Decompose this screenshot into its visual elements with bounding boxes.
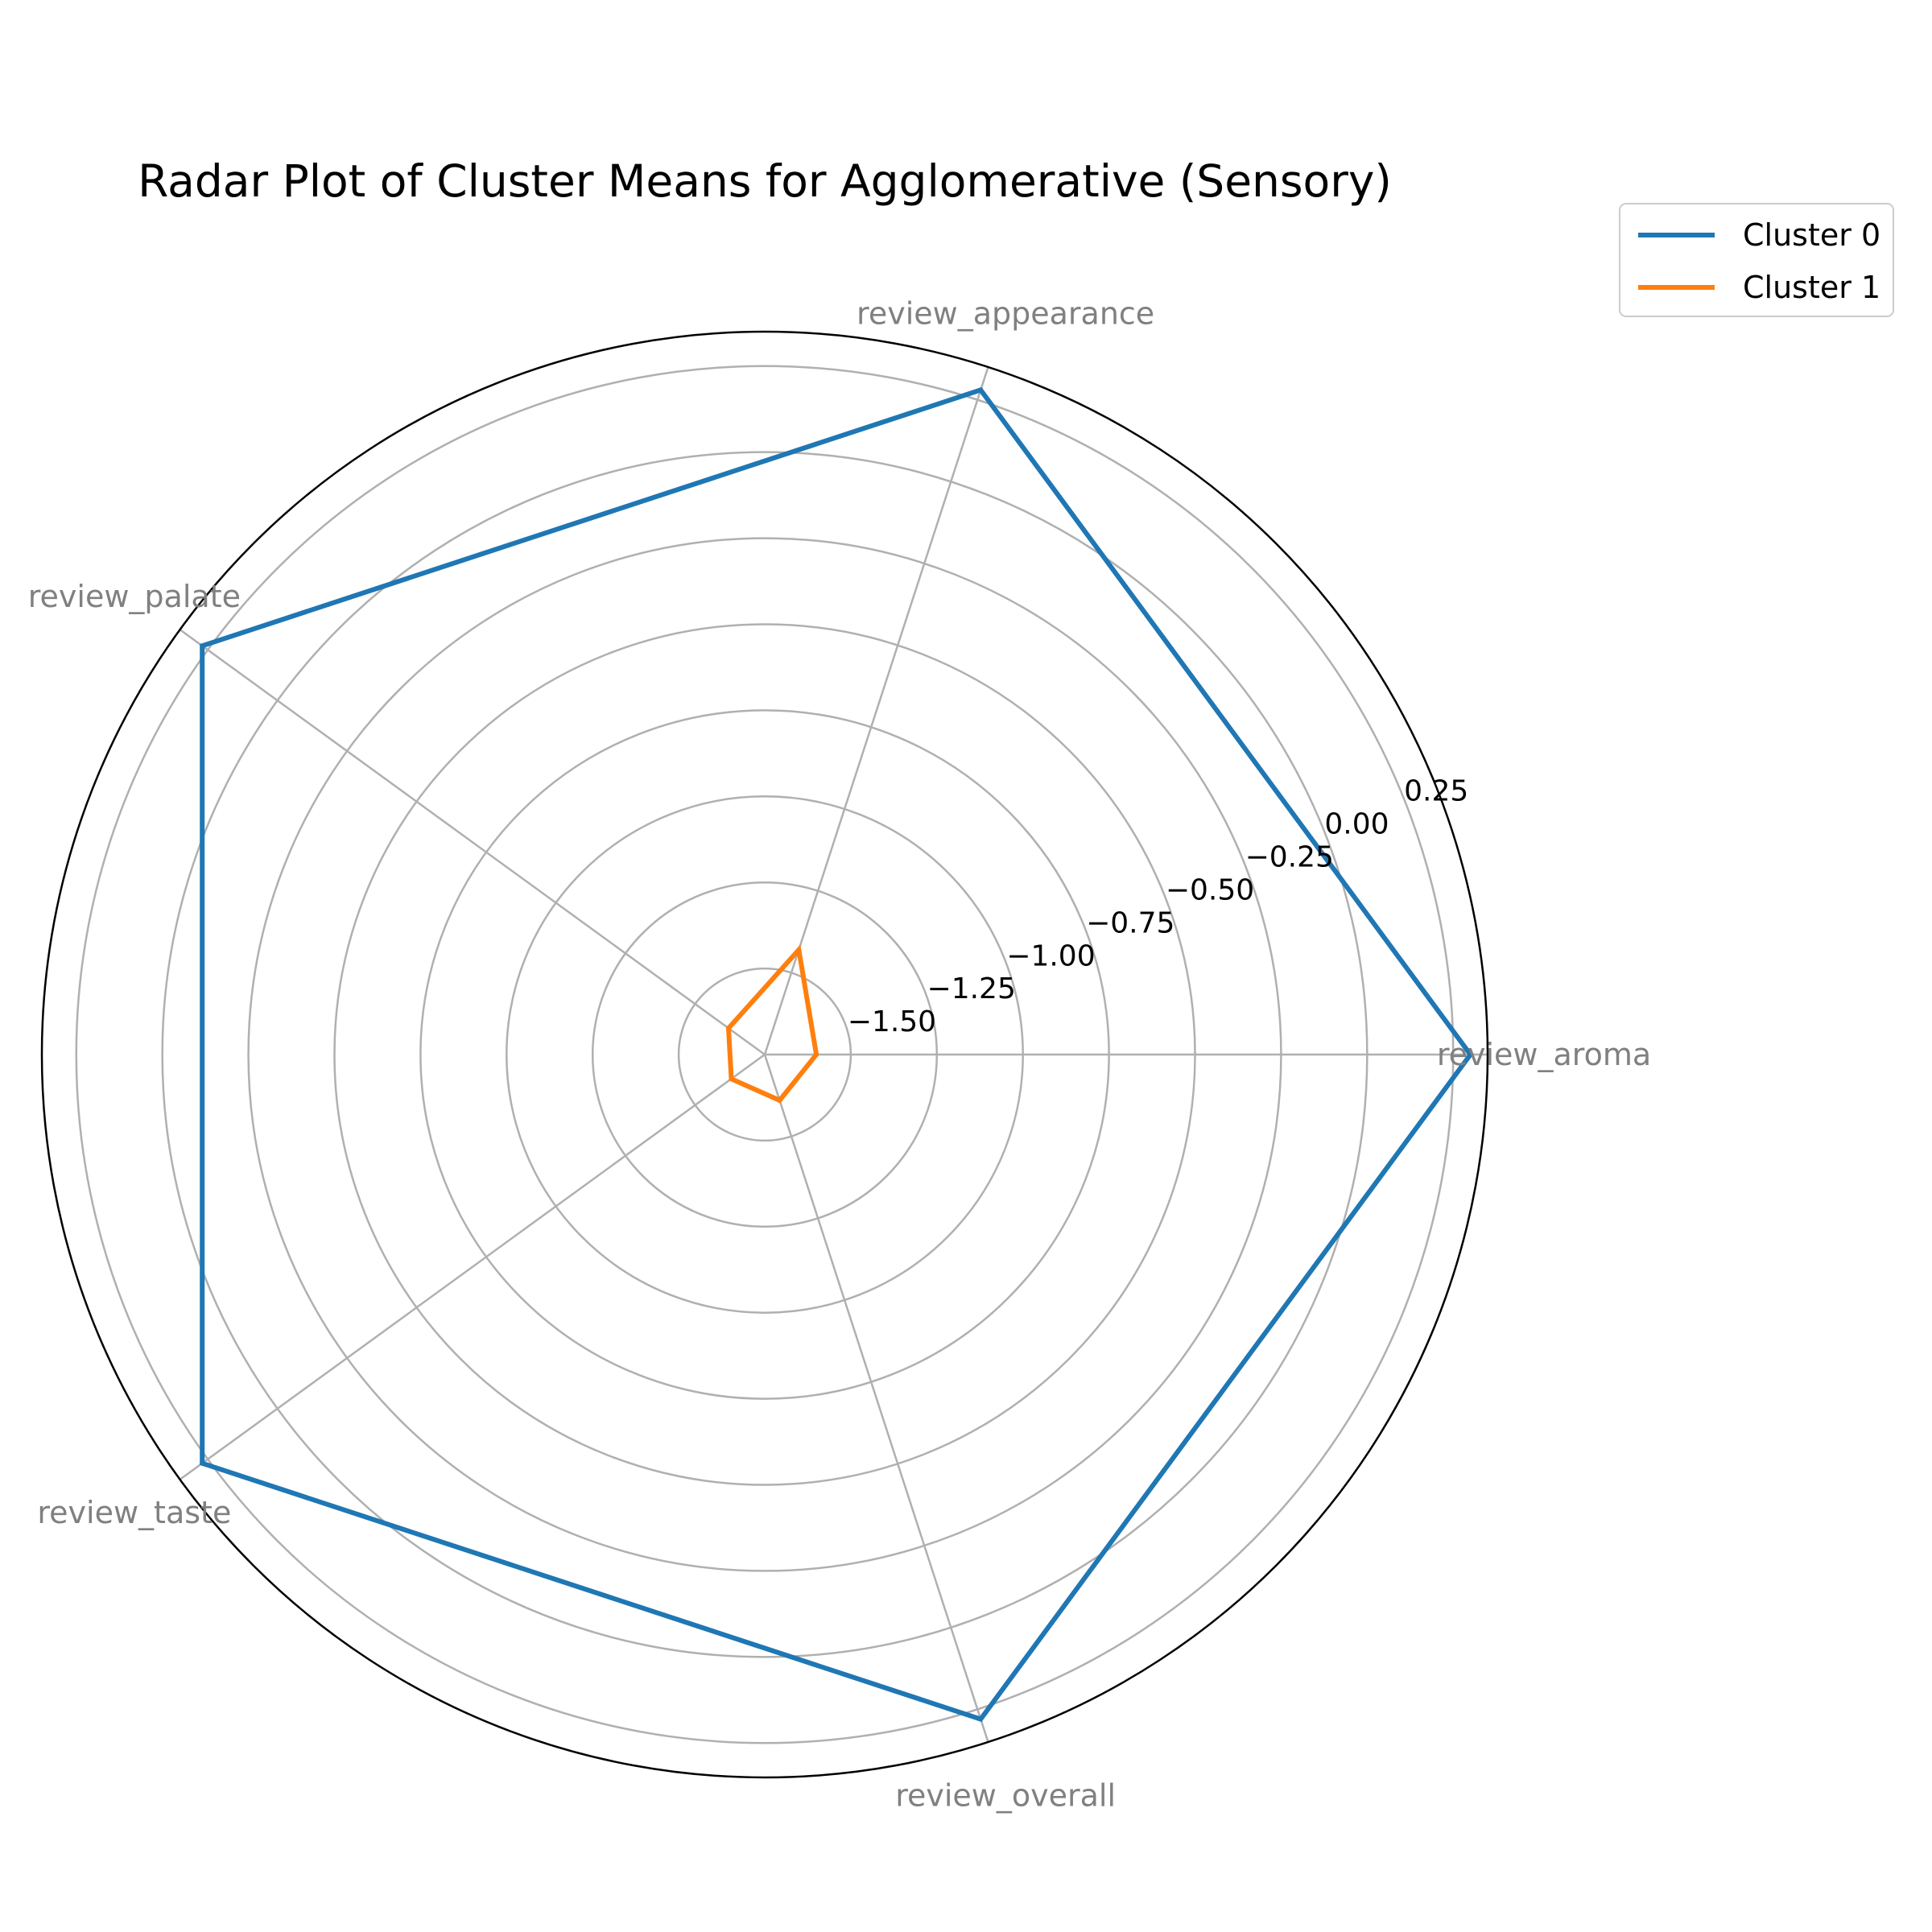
data-point	[777, 1097, 782, 1103]
data-point	[726, 1026, 732, 1031]
category-label: review_aroma	[1437, 1037, 1651, 1072]
axis-spoke	[179, 629, 766, 1056]
radial-tick-label: −0.50	[1166, 873, 1254, 906]
radial-tick-label: −1.25	[927, 972, 1016, 1005]
polar-frame	[40, 330, 1489, 1779]
axis-spoke	[179, 1053, 766, 1480]
legend-label: Cluster 1	[1743, 270, 1880, 305]
data-point	[729, 1076, 734, 1082]
radial-tick-label: −1.00	[1006, 939, 1095, 972]
category-label: review_palate	[28, 579, 241, 614]
data-point	[814, 1052, 819, 1057]
data-point	[200, 1460, 205, 1466]
radial-tick-label: −1.50	[848, 1005, 936, 1038]
data-point	[978, 387, 984, 393]
radial-tick-label: −0.75	[1086, 906, 1174, 939]
category-labels: review_aroma review_appearance review_pala…	[28, 295, 1651, 1813]
chart-title: Radar Plot of Cluster Means for Agglomer…	[138, 155, 1392, 207]
series-line	[725, 944, 819, 1104]
data-point	[1468, 1052, 1473, 1057]
radial-tick-label: 0.25	[1404, 775, 1468, 808]
legend-label: Cluster 0	[1743, 217, 1880, 253]
radial-tick-label: −0.25	[1245, 841, 1334, 874]
series-line	[200, 386, 1474, 1723]
axis-spoke	[763, 366, 989, 1055]
data-point	[200, 643, 205, 649]
category-label: review_appearance	[857, 295, 1154, 331]
data-point	[796, 947, 802, 952]
category-label: review_taste	[37, 1495, 231, 1530]
radial-tick-labels: −1.50−1.25−1.00−0.75−0.50−0.250.00 0.25	[848, 775, 1469, 1038]
radial-tick-label: 0.00	[1324, 808, 1389, 841]
legend: Cluster 0 Cluster 1	[1619, 203, 1894, 317]
series-layer	[200, 386, 1474, 1723]
axis-spoke	[763, 1054, 989, 1743]
data-point	[978, 1716, 984, 1722]
axis-spokes	[179, 366, 1488, 1743]
category-label: review_overall	[895, 1778, 1116, 1814]
